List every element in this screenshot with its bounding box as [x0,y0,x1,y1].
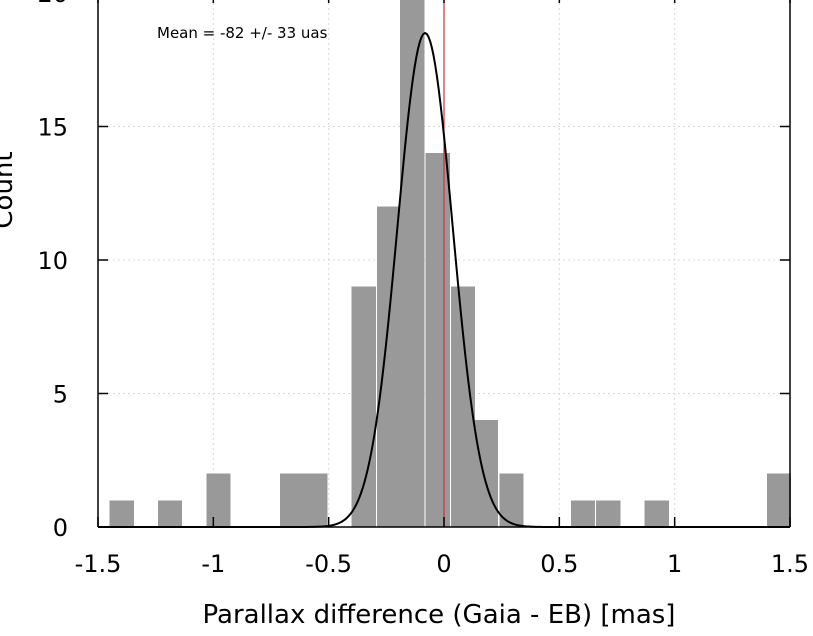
y-tick-label: 0 [53,514,68,542]
x-tick-label: 1 [667,550,682,578]
histogram-bar [206,473,231,527]
histogram-bar [644,500,669,527]
histogram-bar [473,420,499,527]
histogram-bar [425,153,450,527]
y-tick-label: 10 [37,247,68,275]
histogram-bar [157,500,183,527]
histogram-bar [570,500,596,527]
y-tick-label: 5 [53,381,68,409]
histogram-bar [766,473,792,527]
x-tick-label: -1 [201,550,225,578]
histogram-bars [109,0,792,527]
axes [97,0,791,528]
y-axis-title: Count [0,151,19,228]
x-axis-title: Parallax difference (Gaia - EB) [mas] [203,600,676,630]
y-tick-label: 15 [37,114,68,142]
mean-annotation: Mean = -82 +/- 33 uas [157,24,328,42]
x-tick-label: -0.5 [305,550,352,578]
x-tick-label: 1.5 [771,550,809,578]
y-tick-label: 20 [37,0,68,8]
histogram-bar [280,473,305,527]
x-tick-label: 0.5 [540,550,578,578]
x-tick-labels: -1.5 -1 -0.5 0 0.5 1 1.5 [75,550,810,578]
histogram-bar [303,473,328,527]
x-tick-label: -1.5 [75,550,122,578]
y-tick-labels: 0 5 10 15 20 [37,0,68,542]
histogram-bar [499,473,524,527]
x-tick-label: 0 [436,550,451,578]
histogram-bar [351,286,376,527]
histogram-bar [596,500,621,527]
histogram-bar [109,500,134,527]
histogram-bar [377,206,402,527]
